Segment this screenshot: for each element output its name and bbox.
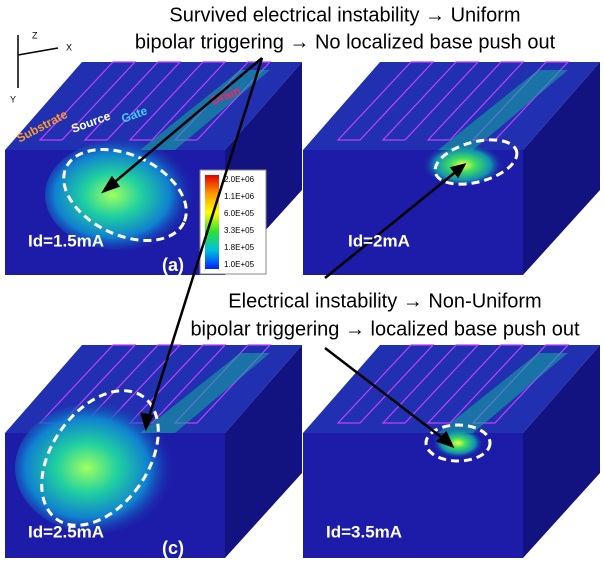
current-label: Id=3.5mA: [326, 522, 402, 541]
axis-label: Z: [32, 30, 38, 40]
panel-label: (c): [162, 538, 184, 558]
panel-label: (d): [550, 538, 573, 558]
colorbar-label: 1.8E+05: [224, 243, 255, 252]
current-label: Id=2.5mA: [28, 522, 104, 541]
caption: bipolar triggering → No localized base p…: [135, 31, 556, 53]
caption: bipolar triggering → localized base push…: [190, 318, 580, 340]
figure: Z X Y Substrate Source Gate Drain 2.0E+0…: [0, 0, 604, 558]
colorbar-label: 1.1E+06: [224, 192, 255, 201]
colorbar-gradient: [205, 175, 219, 269]
colorbar-label: 2.0E+06: [224, 175, 255, 184]
colorbar-label: 6.0E+05: [224, 209, 255, 218]
current-label: Id=1.5mA: [28, 231, 104, 250]
panel-label: (b): [550, 255, 573, 275]
axis-label: X: [66, 42, 72, 52]
axis-triad: [18, 35, 58, 88]
caption: Survived electrical instability → Unifor…: [169, 4, 520, 26]
current-label: Id=2mA: [348, 231, 410, 250]
page: {"header": {"line1": "Survived electrica…: [0, 0, 604, 558]
axis-label: Y: [10, 94, 16, 104]
panel-label: (a): [162, 255, 184, 275]
caption: Electrical instability → Non-Uniform: [228, 290, 541, 312]
axis-line: [18, 48, 58, 55]
colorbar-label: 3.3E+05: [224, 226, 255, 235]
colorbar-label: 1.0E+05: [224, 260, 255, 269]
